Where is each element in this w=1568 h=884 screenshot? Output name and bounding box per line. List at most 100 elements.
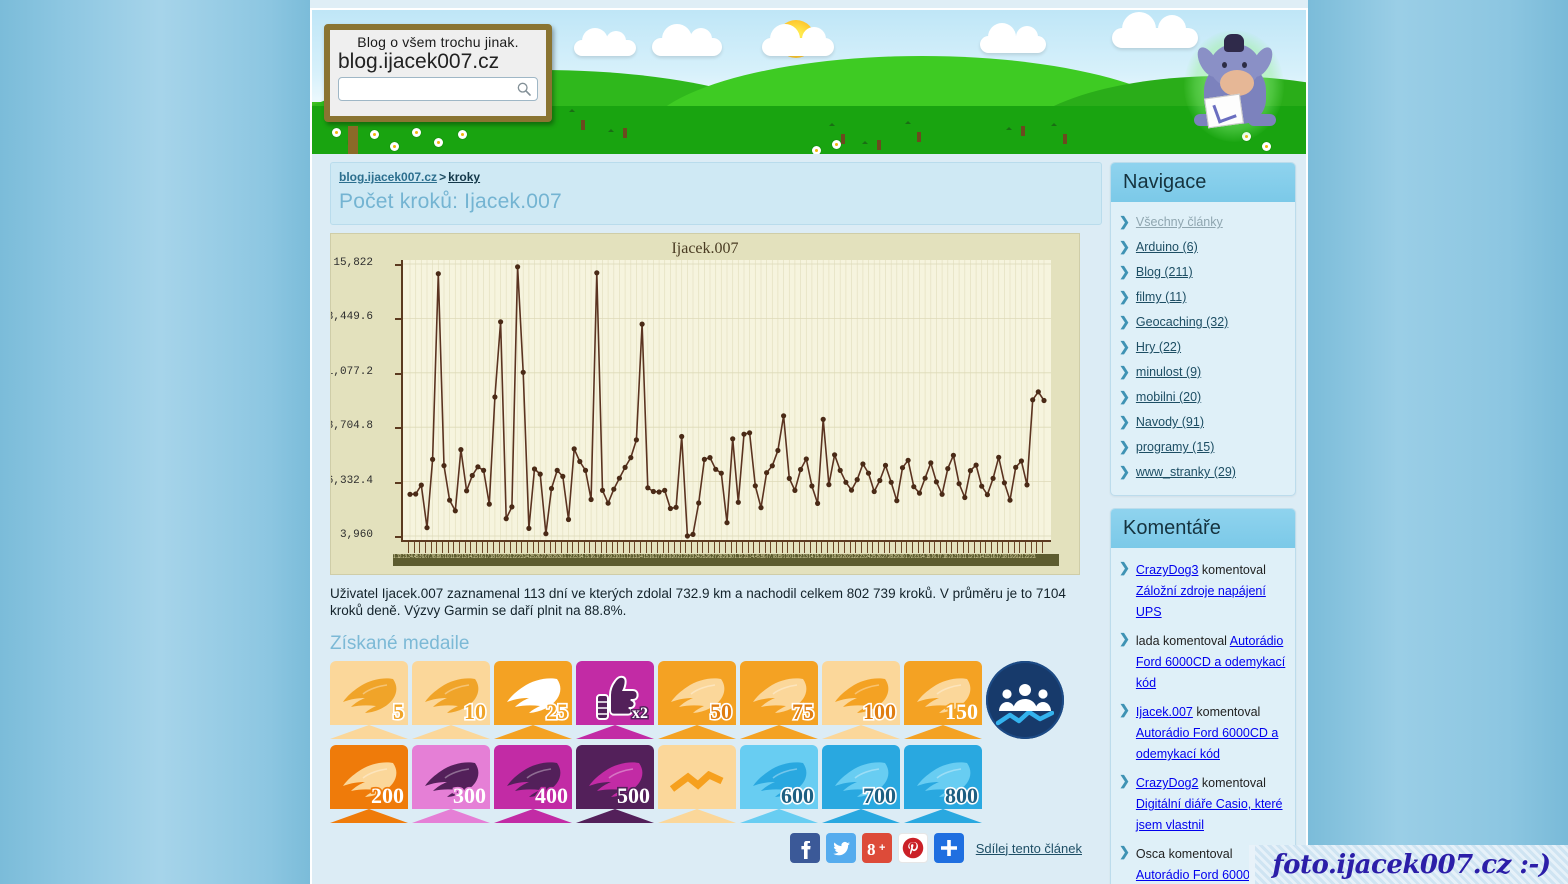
medal-100[interactable]: 100 bbox=[822, 661, 900, 739]
medal-label: 500 bbox=[615, 781, 651, 809]
donkey-mascot-icon bbox=[1180, 18, 1292, 154]
medal-10[interactable]: 10 bbox=[412, 661, 490, 739]
chart-x-axis-labels: 1.1.2.2.3.3.4.4.5.5.6.6.7.7.8.8.9.9.10.1… bbox=[393, 554, 1059, 566]
sidebar-item-label[interactable]: programy (15) bbox=[1135, 440, 1215, 454]
wing-icon bbox=[917, 762, 971, 797]
cloud-icon bbox=[762, 24, 834, 56]
sidebar-item-filmy-11[interactable]: ❯ filmy (11) bbox=[1117, 285, 1289, 310]
medal-600[interactable]: 600 bbox=[740, 745, 818, 823]
sidebar-item-label[interactable]: filmy (11) bbox=[1135, 290, 1187, 304]
comment-verb: komentoval bbox=[1168, 847, 1233, 861]
wing-icon bbox=[343, 678, 397, 713]
chevron-right-icon: ❯ bbox=[1119, 289, 1130, 304]
medal-label: 300 bbox=[451, 781, 487, 809]
comment-verb: komentoval bbox=[1201, 776, 1266, 790]
chart-y-tick bbox=[395, 427, 402, 430]
cloud-icon bbox=[1112, 12, 1198, 48]
medal-400[interactable]: 400 bbox=[494, 745, 572, 823]
share-link[interactable]: Sdílej tento článek bbox=[975, 840, 1082, 856]
comment-item[interactable]: ❯ Osca komentoval Autorádio Ford 6000CD a bbox=[1117, 840, 1289, 884]
chevron-right-icon: ❯ bbox=[1119, 364, 1130, 379]
sidebar-item-label[interactable]: Všechny články bbox=[1135, 215, 1223, 229]
comment-article-link[interactable]: Záložní zdroje napájení UPS bbox=[1135, 584, 1266, 619]
search-input[interactable] bbox=[338, 77, 538, 101]
sidebar-item-mobilni-20[interactable]: ❯ mobilni (20) bbox=[1117, 385, 1289, 410]
medal-50[interactable]: 50 bbox=[658, 661, 736, 739]
comment-article-link[interactable]: Autorádio Ford 6000CD a odemykací kód bbox=[1135, 726, 1279, 761]
chevron-right-icon: ❯ bbox=[1119, 631, 1130, 646]
medal-community[interactable] bbox=[986, 661, 1064, 739]
sidebar-item-minulost-9[interactable]: ❯ minulost (9) bbox=[1117, 360, 1289, 385]
medal-25[interactable]: 25 bbox=[494, 661, 572, 739]
google-plus-share-icon[interactable]: 8 + bbox=[861, 833, 892, 863]
medal-label: 200 bbox=[369, 781, 405, 809]
flower-icon bbox=[412, 128, 421, 137]
comment-article-link[interactable]: Digitální diáře Casio, které jsem vlastn… bbox=[1135, 797, 1283, 832]
flower-icon bbox=[370, 130, 379, 139]
sidebar-item-label[interactable]: Hry (22) bbox=[1135, 340, 1182, 354]
site-tagline: Blog o všem trochu jinak. bbox=[357, 34, 519, 50]
sidebar-item-programy-15[interactable]: ❯ programy (15) bbox=[1117, 435, 1289, 460]
comment-text: Ijacek.007 komentoval Autorádio Ford 600… bbox=[1136, 702, 1287, 765]
sidebar-item-label[interactable]: Geocaching (32) bbox=[1135, 315, 1229, 329]
comment-author-link[interactable]: CrazyDog2 bbox=[1135, 776, 1199, 790]
medal-500[interactable]: 500 bbox=[576, 745, 654, 823]
medal-5[interactable]: 5 bbox=[330, 661, 408, 739]
sidebar-item-navody-91[interactable]: ❯ Navody (91) bbox=[1117, 410, 1289, 435]
comment-item[interactable]: ❯ CrazyDog2 komentoval Digitální diáře Ca… bbox=[1117, 769, 1289, 840]
medal-300[interactable]: 300 bbox=[412, 745, 490, 823]
share-label: Sdílej tento článek bbox=[976, 841, 1082, 856]
comment-item[interactable]: ❯ CrazyDog3 komentoval Záložní zdroje nap… bbox=[1117, 556, 1289, 627]
search-box[interactable] bbox=[338, 77, 538, 101]
breadcrumb-current-link[interactable]: kroky bbox=[448, 170, 481, 184]
sidebar-item-hry-22[interactable]: ❯ Hry (22) bbox=[1117, 335, 1289, 360]
sidebar: Navigace ❯ Všechny články ❯ Arduino (6) ❯ Blo… bbox=[1110, 162, 1296, 884]
medal-150[interactable]: 150 bbox=[904, 661, 982, 739]
comment-article-link[interactable]: Autorádio Ford 6000CD a bbox=[1135, 868, 1279, 882]
sidebar-item-geocaching-32[interactable]: ❯ Geocaching (32) bbox=[1117, 310, 1289, 335]
sidebar-item-arduino-6[interactable]: ❯ Arduino (6) bbox=[1117, 235, 1289, 260]
svg-text:8: 8 bbox=[867, 840, 876, 859]
chart-y-tick-label: 3,960 bbox=[339, 529, 373, 541]
sidebar-item-v-echny-l-nky[interactable]: ❯ Všechny články bbox=[1117, 210, 1289, 235]
comment-text: CrazyDog2 komentoval Digitální diáře Cas… bbox=[1136, 773, 1287, 836]
sidebar-item-blog-211[interactable]: ❯ Blog (211) bbox=[1117, 260, 1289, 285]
navigation-title: Navigace bbox=[1111, 163, 1295, 202]
medal-label: 5 bbox=[391, 697, 405, 725]
search-icon[interactable] bbox=[516, 81, 532, 97]
site-sign-board: Blog o všem trochu jinak. blog.ijacek007… bbox=[324, 24, 552, 154]
comment-author-link[interactable]: CrazyDog3 bbox=[1135, 563, 1199, 577]
wing-icon bbox=[917, 678, 971, 713]
chart-y-tick-label: 8,704.8 bbox=[330, 420, 373, 433]
sidebar-item-label[interactable]: www_stranky (29) bbox=[1135, 465, 1236, 479]
comment-author-link[interactable]: Ijacek.007 bbox=[1135, 705, 1193, 719]
sidebar-item-label[interactable]: Blog (211) bbox=[1135, 265, 1193, 279]
twitter-share-icon[interactable] bbox=[825, 833, 856, 863]
sidebar-item-www-stranky-29[interactable]: ❯ www_stranky (29) bbox=[1117, 460, 1289, 485]
chart-y-tick-label: 6,332.4 bbox=[330, 474, 373, 487]
comment-text: lada komentoval Autorádio Ford 6000CD a … bbox=[1136, 631, 1287, 694]
sidebar-item-label[interactable]: Arduino (6) bbox=[1135, 240, 1198, 254]
medal-700[interactable]: 700 bbox=[822, 745, 900, 823]
watermark: foto.ijacek007.cz :-) bbox=[1249, 845, 1568, 884]
comment-article-link[interactable]: Autorádio Ford 6000CD a odemykací kód bbox=[1135, 634, 1286, 690]
medal-800[interactable]: 800 bbox=[904, 745, 982, 823]
content-area: blog.ijacek007.cz > kroky Počet kroků: Ija… bbox=[312, 154, 1306, 884]
medal-label: 700 bbox=[861, 781, 897, 809]
medal-streak[interactable] bbox=[658, 745, 736, 823]
addthis-share-icon[interactable] bbox=[933, 833, 964, 863]
sidebar-item-label[interactable]: minulost (9) bbox=[1135, 365, 1202, 379]
breadcrumb-home-link[interactable]: blog.ijacek007.cz bbox=[339, 170, 438, 184]
wing-icon bbox=[753, 678, 807, 713]
sidebar-item-label[interactable]: mobilni (20) bbox=[1135, 390, 1202, 404]
comment-item[interactable]: ❯ lada komentoval Autorádio Ford 6000CD a… bbox=[1117, 627, 1289, 698]
stats-description: Uživatel Ijacek.007 zaznamenal 113 dní v… bbox=[330, 586, 1066, 618]
comment-item[interactable]: ❯ Ijacek.007 komentoval Autorádio Ford 60… bbox=[1117, 698, 1289, 769]
sidebar-item-label[interactable]: Navody (91) bbox=[1135, 415, 1204, 429]
medal-thumbs-up[interactable]: x2 bbox=[576, 661, 654, 739]
navigation-list: ❯ Všechny články ❯ Arduino (6) ❯ Blog (211) ❯ f… bbox=[1111, 202, 1295, 495]
medal-200[interactable]: 200 bbox=[330, 745, 408, 823]
pinterest-share-icon[interactable] bbox=[897, 833, 928, 863]
facebook-share-icon[interactable] bbox=[789, 833, 820, 863]
medal-75[interactable]: 75 bbox=[740, 661, 818, 739]
